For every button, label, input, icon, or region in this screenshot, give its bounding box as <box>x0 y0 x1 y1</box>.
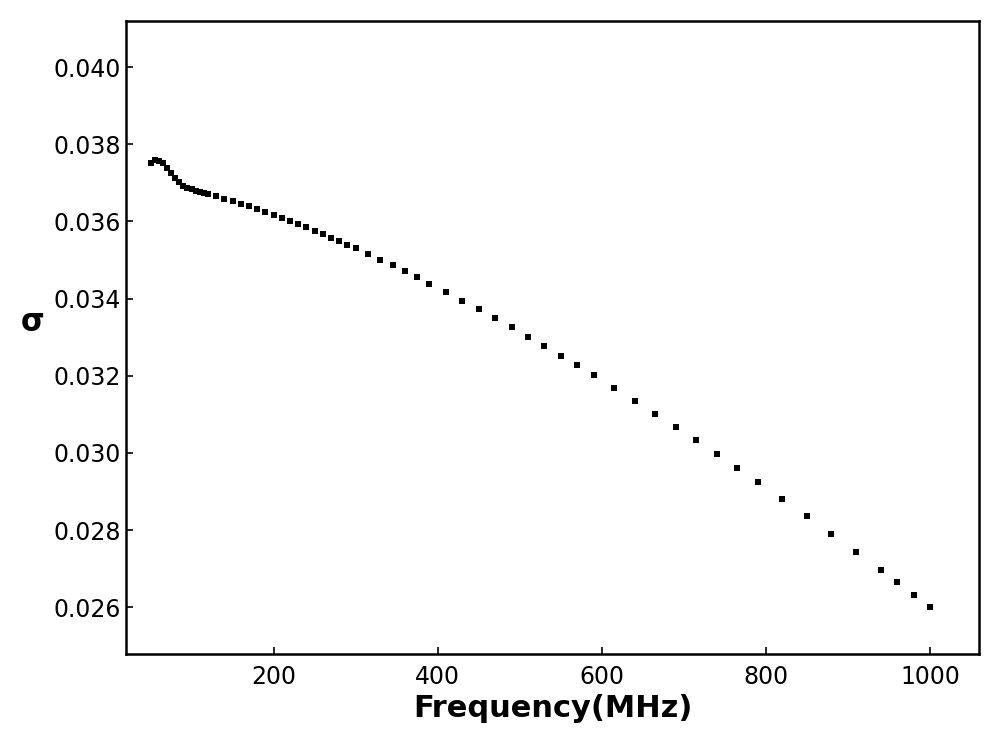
X-axis label: Frequency(MHz): Frequency(MHz) <box>413 694 692 723</box>
Point <box>536 340 552 352</box>
Point <box>216 193 232 205</box>
Point <box>147 155 163 167</box>
Point <box>249 203 265 215</box>
Point <box>848 546 864 558</box>
Point <box>922 601 938 613</box>
Point <box>208 190 224 202</box>
Point <box>553 350 569 362</box>
Point <box>889 577 905 589</box>
Point <box>647 408 663 420</box>
Point <box>372 254 388 266</box>
Point <box>438 286 454 298</box>
Point <box>709 448 725 460</box>
Point <box>167 173 183 185</box>
Point <box>688 434 704 446</box>
Point <box>409 272 425 283</box>
Point <box>175 179 191 191</box>
Point <box>257 206 273 218</box>
Point <box>282 215 298 227</box>
Point <box>196 187 212 199</box>
Point <box>179 182 195 193</box>
Point <box>774 493 790 505</box>
Point <box>569 359 585 371</box>
Point <box>385 260 401 272</box>
Point <box>348 243 364 254</box>
Point <box>290 218 306 230</box>
Point <box>143 157 159 169</box>
Point <box>421 278 437 289</box>
Point <box>331 235 347 247</box>
Point <box>487 312 503 324</box>
Point <box>192 186 208 198</box>
Point <box>151 155 167 167</box>
Point <box>360 248 376 260</box>
Point <box>873 564 889 576</box>
Point <box>298 222 314 234</box>
Point <box>274 212 290 224</box>
Point <box>454 295 470 307</box>
Y-axis label: σ: σ <box>21 308 45 337</box>
Point <box>397 266 413 278</box>
Point <box>184 183 200 195</box>
Point <box>266 209 282 221</box>
Point <box>627 395 643 407</box>
Point <box>750 476 766 488</box>
Point <box>339 239 355 251</box>
Point <box>323 231 339 243</box>
Point <box>906 589 922 600</box>
Point <box>225 195 241 207</box>
Point <box>520 330 536 342</box>
Point <box>188 185 204 196</box>
Point <box>504 321 520 333</box>
Point <box>241 200 257 212</box>
Point <box>586 369 602 381</box>
Point <box>233 198 249 210</box>
Point <box>471 304 487 315</box>
Point <box>668 421 684 433</box>
Point <box>307 225 323 237</box>
Point <box>163 167 179 179</box>
Point <box>155 158 171 170</box>
Point <box>159 162 175 174</box>
Point <box>171 176 187 188</box>
Point <box>200 188 216 200</box>
Point <box>799 510 815 522</box>
Point <box>729 462 745 474</box>
Point <box>606 382 622 394</box>
Point <box>315 228 331 240</box>
Point <box>823 528 839 540</box>
